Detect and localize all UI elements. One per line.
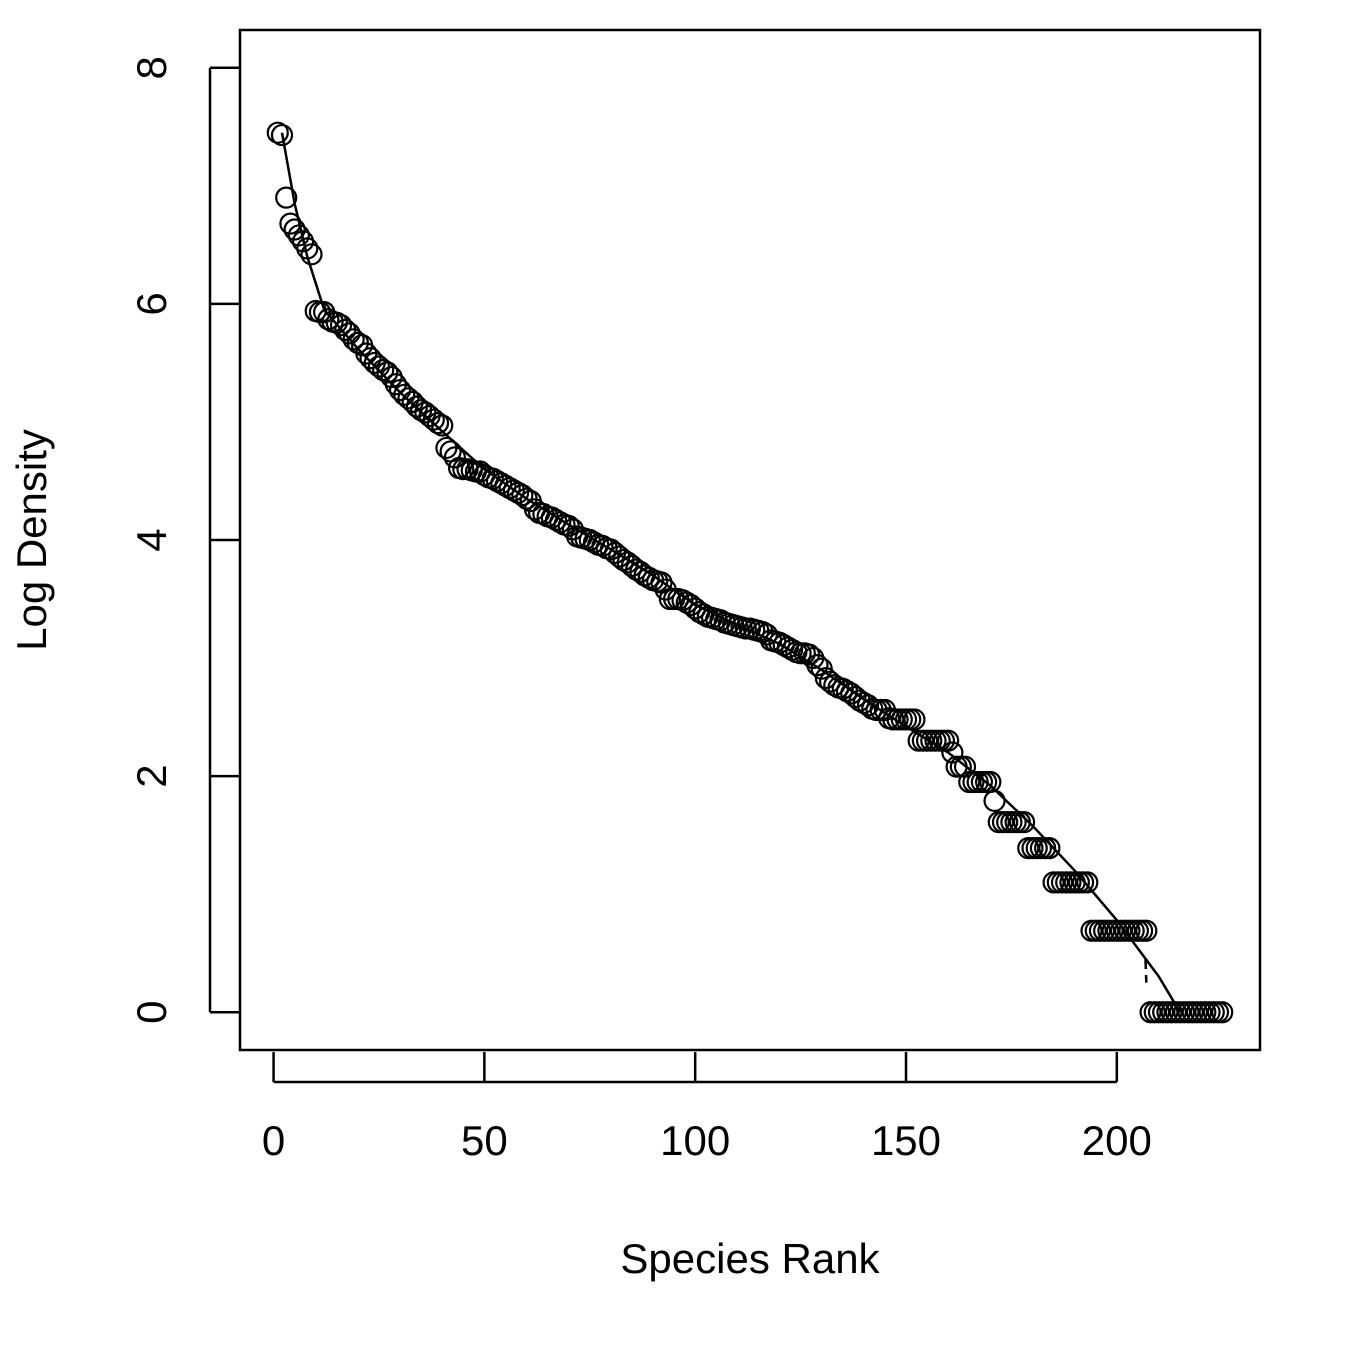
y-tick-label: 8	[128, 56, 175, 79]
y-axis-label: Log Density	[8, 429, 55, 651]
point	[270, 123, 294, 147]
x-tick-label: 0	[262, 1117, 285, 1164]
point	[937, 729, 960, 752]
point	[279, 212, 302, 235]
x-axis-label: Species Rank	[620, 1235, 880, 1282]
point	[431, 414, 454, 437]
point	[388, 378, 412, 402]
point	[1076, 871, 1099, 894]
point	[443, 446, 466, 469]
point	[1211, 1001, 1234, 1024]
point	[329, 314, 353, 337]
point	[426, 412, 450, 435]
x-tick-label: 150	[871, 1117, 941, 1164]
y-tick-label: 6	[128, 292, 175, 315]
fit-line	[1144, 959, 1148, 983]
point	[903, 708, 926, 731]
point	[359, 347, 382, 370]
point	[393, 383, 416, 406]
point	[376, 361, 399, 384]
point	[755, 623, 778, 646]
y-tick-label: 4	[128, 528, 175, 551]
point	[296, 237, 319, 260]
point	[300, 243, 323, 266]
point	[1038, 837, 1061, 860]
y-tick-label: 0	[128, 1001, 175, 1024]
point	[275, 186, 298, 209]
point	[397, 387, 420, 410]
point	[983, 789, 1006, 813]
x-tick-label: 50	[461, 1117, 508, 1164]
point	[283, 218, 306, 241]
point	[1012, 811, 1036, 834]
x-tick-label: 200	[1082, 1117, 1152, 1164]
fit-line	[280, 132, 1182, 1013]
plot-frame	[238, 28, 1262, 1052]
point	[1135, 919, 1158, 942]
y-tick-label: 2	[128, 764, 175, 787]
point	[266, 121, 289, 144]
point	[372, 358, 395, 382]
x-tick-label: 100	[660, 1117, 730, 1164]
